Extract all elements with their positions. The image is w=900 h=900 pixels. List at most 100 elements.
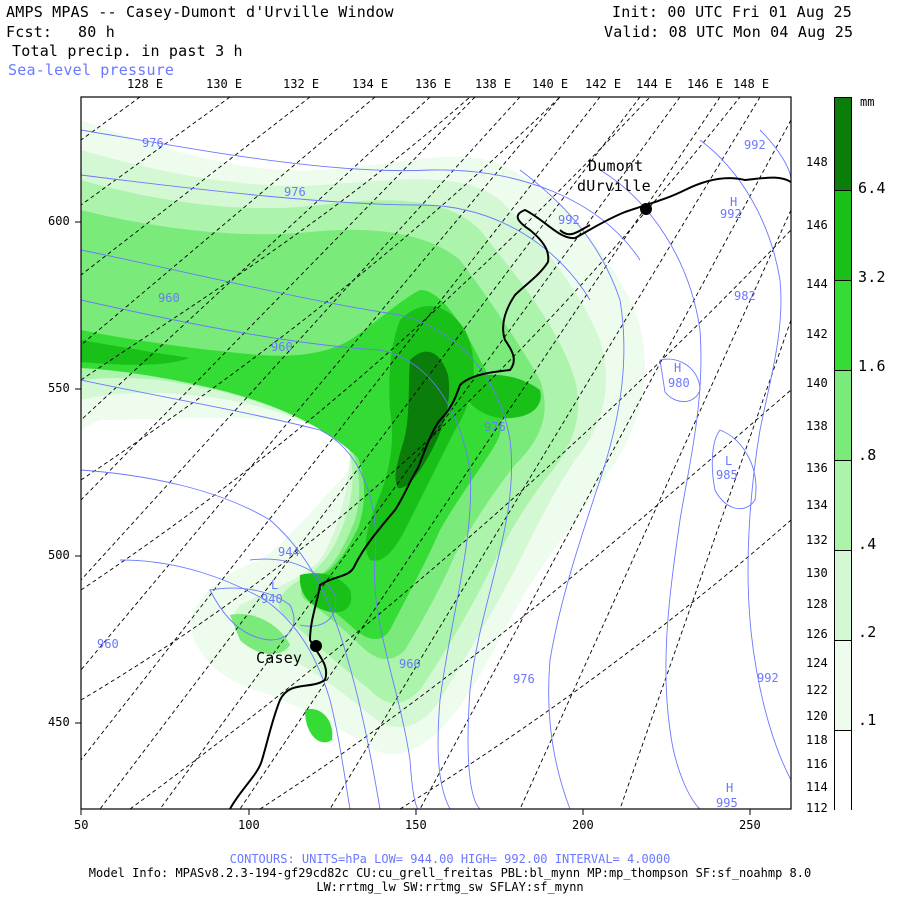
- contour-label: 960: [271, 340, 293, 354]
- right-lon-label: 116 E: [806, 757, 843, 771]
- legend-colorbar: [834, 97, 852, 816]
- top-lon-label: 128 E: [127, 77, 164, 91]
- contour-label: 976: [142, 136, 164, 150]
- contour-label: 992: [744, 138, 766, 152]
- right-lon-label: 114 E: [806, 780, 843, 794]
- precip-shading: [81, 120, 645, 754]
- contour-label: 976: [513, 672, 535, 686]
- field-title: Total precip. in past 3 h: [12, 42, 243, 60]
- legend-swatch: [835, 640, 851, 730]
- axis-ticks: [75, 221, 751, 815]
- contour-label: 960: [399, 657, 421, 671]
- coastline: [229, 176, 791, 809]
- right-lon-label: 124 E: [806, 656, 843, 670]
- legend-swatch: [835, 460, 851, 550]
- legend-swatch: [835, 98, 851, 190]
- legend-swatch: [835, 550, 851, 640]
- forecast-hours: 80 h: [78, 23, 115, 41]
- legend-swatch: [835, 190, 851, 280]
- high-pressure-mark: H: [730, 195, 738, 209]
- forecast-label: Fcst:: [6, 23, 53, 41]
- top-lon-label: 146 E: [687, 77, 724, 91]
- right-lon-label: 140 E: [806, 376, 843, 390]
- legend-swatch: [835, 370, 851, 460]
- contour-label: 976: [484, 420, 506, 434]
- model-info: Model Info: MPASv8.2.3-194-gf29cd82c CU:…: [88, 866, 812, 880]
- contour-label: 944: [278, 545, 300, 559]
- x-tick-label: 250: [739, 818, 761, 832]
- right-lon-label: 120 E: [806, 709, 843, 723]
- top-lon-label: 138 E: [475, 77, 512, 91]
- valid-time: Valid: 08 UTC Mon 04 Aug 25: [604, 23, 854, 41]
- right-lon-label: 148 E: [806, 155, 843, 169]
- low-pressure-mark: L: [725, 454, 733, 468]
- legend-level: .4: [858, 535, 877, 553]
- right-lon-label: 118 E: [806, 733, 843, 747]
- legend-level: .2: [858, 623, 877, 641]
- lat-lon-grid: [81, 97, 791, 809]
- legend-level: .1: [858, 711, 877, 729]
- right-lon-label: 130 E: [806, 566, 843, 580]
- high-pressure-mark: H: [726, 781, 734, 795]
- top-lon-label: 134 E: [352, 77, 389, 91]
- x-tick-label: 50: [74, 818, 89, 832]
- casey-station-marker: [310, 640, 322, 652]
- contour-label: 995: [716, 796, 738, 810]
- contour-label: 960: [158, 291, 180, 305]
- contour-label: 992: [757, 671, 779, 685]
- map-title: AMPS MPAS -- Casey-Dumont d'Urville Wind…: [6, 3, 394, 21]
- top-lon-label: 136 E: [415, 77, 452, 91]
- low-pressure-mark: L: [271, 578, 279, 592]
- right-lon-label: 132 E: [806, 533, 843, 547]
- map-frame: [80, 96, 792, 810]
- x-tick-label: 150: [405, 818, 427, 832]
- model-info-2: LW:rrtmg_lw SW:rrtmg_sw SFLAY:sf_mynn: [316, 880, 584, 894]
- right-lon-label: 126 E: [806, 627, 843, 641]
- top-lon-label: 132 E: [283, 77, 320, 91]
- legend-unit: mm: [860, 95, 875, 109]
- y-tick-label: 550: [48, 381, 70, 395]
- right-lon-label: 128 E: [806, 597, 843, 611]
- dumont-label: Dumont: [588, 157, 644, 175]
- right-lon-label: 136 E: [806, 461, 843, 475]
- right-lon-label: 146 E: [806, 218, 843, 232]
- contour-label: 992: [558, 213, 580, 227]
- y-tick-label: 500: [48, 548, 70, 562]
- casey-label: Casey: [256, 649, 303, 667]
- right-lon-label: 112 E: [806, 801, 843, 815]
- init-time: Init: 00 UTC Fri 01 Aug 25: [612, 3, 852, 21]
- contour-label: 940: [261, 592, 283, 606]
- contour-label: 980: [668, 376, 690, 390]
- dumont-durville-station-marker: [640, 203, 652, 215]
- legend-level: .8: [858, 446, 877, 464]
- top-lon-label: 142 E: [585, 77, 622, 91]
- right-lon-label: 144 E: [806, 277, 843, 291]
- legend-level: 1.6: [858, 357, 886, 375]
- y-tick-label: 600: [48, 214, 70, 228]
- contour-label: 976: [284, 185, 306, 199]
- contour-label: 982: [734, 289, 756, 303]
- high-pressure-mark: H: [674, 361, 682, 375]
- contour-label: 985: [716, 468, 738, 482]
- x-tick-label: 200: [572, 818, 594, 832]
- contour-info: CONTOURS: UNITS=hPa LOW= 944.00 HIGH= 99…: [229, 852, 671, 866]
- top-lon-label: 130 E: [206, 77, 243, 91]
- top-lon-label: 140 E: [532, 77, 569, 91]
- legend-level: 6.4: [858, 179, 886, 197]
- right-lon-label: 122 E: [806, 683, 843, 697]
- y-tick-label: 450: [48, 715, 70, 729]
- right-lon-label: 134 E: [806, 498, 843, 512]
- overlay-title: Sea-level pressure: [8, 61, 175, 79]
- legend-swatch: [835, 730, 851, 816]
- contour-label: 960: [97, 637, 119, 651]
- legend-level: 3.2: [858, 268, 886, 286]
- right-lon-label: 142 E: [806, 327, 843, 341]
- top-lon-label: 148 E: [733, 77, 770, 91]
- top-lon-label: 144 E: [636, 77, 673, 91]
- durville-label: dUrville: [577, 177, 651, 195]
- contour-label: 992: [720, 207, 742, 221]
- legend-swatch: [835, 280, 851, 370]
- right-lon-label: 138 E: [806, 419, 843, 433]
- x-tick-label: 100: [238, 818, 260, 832]
